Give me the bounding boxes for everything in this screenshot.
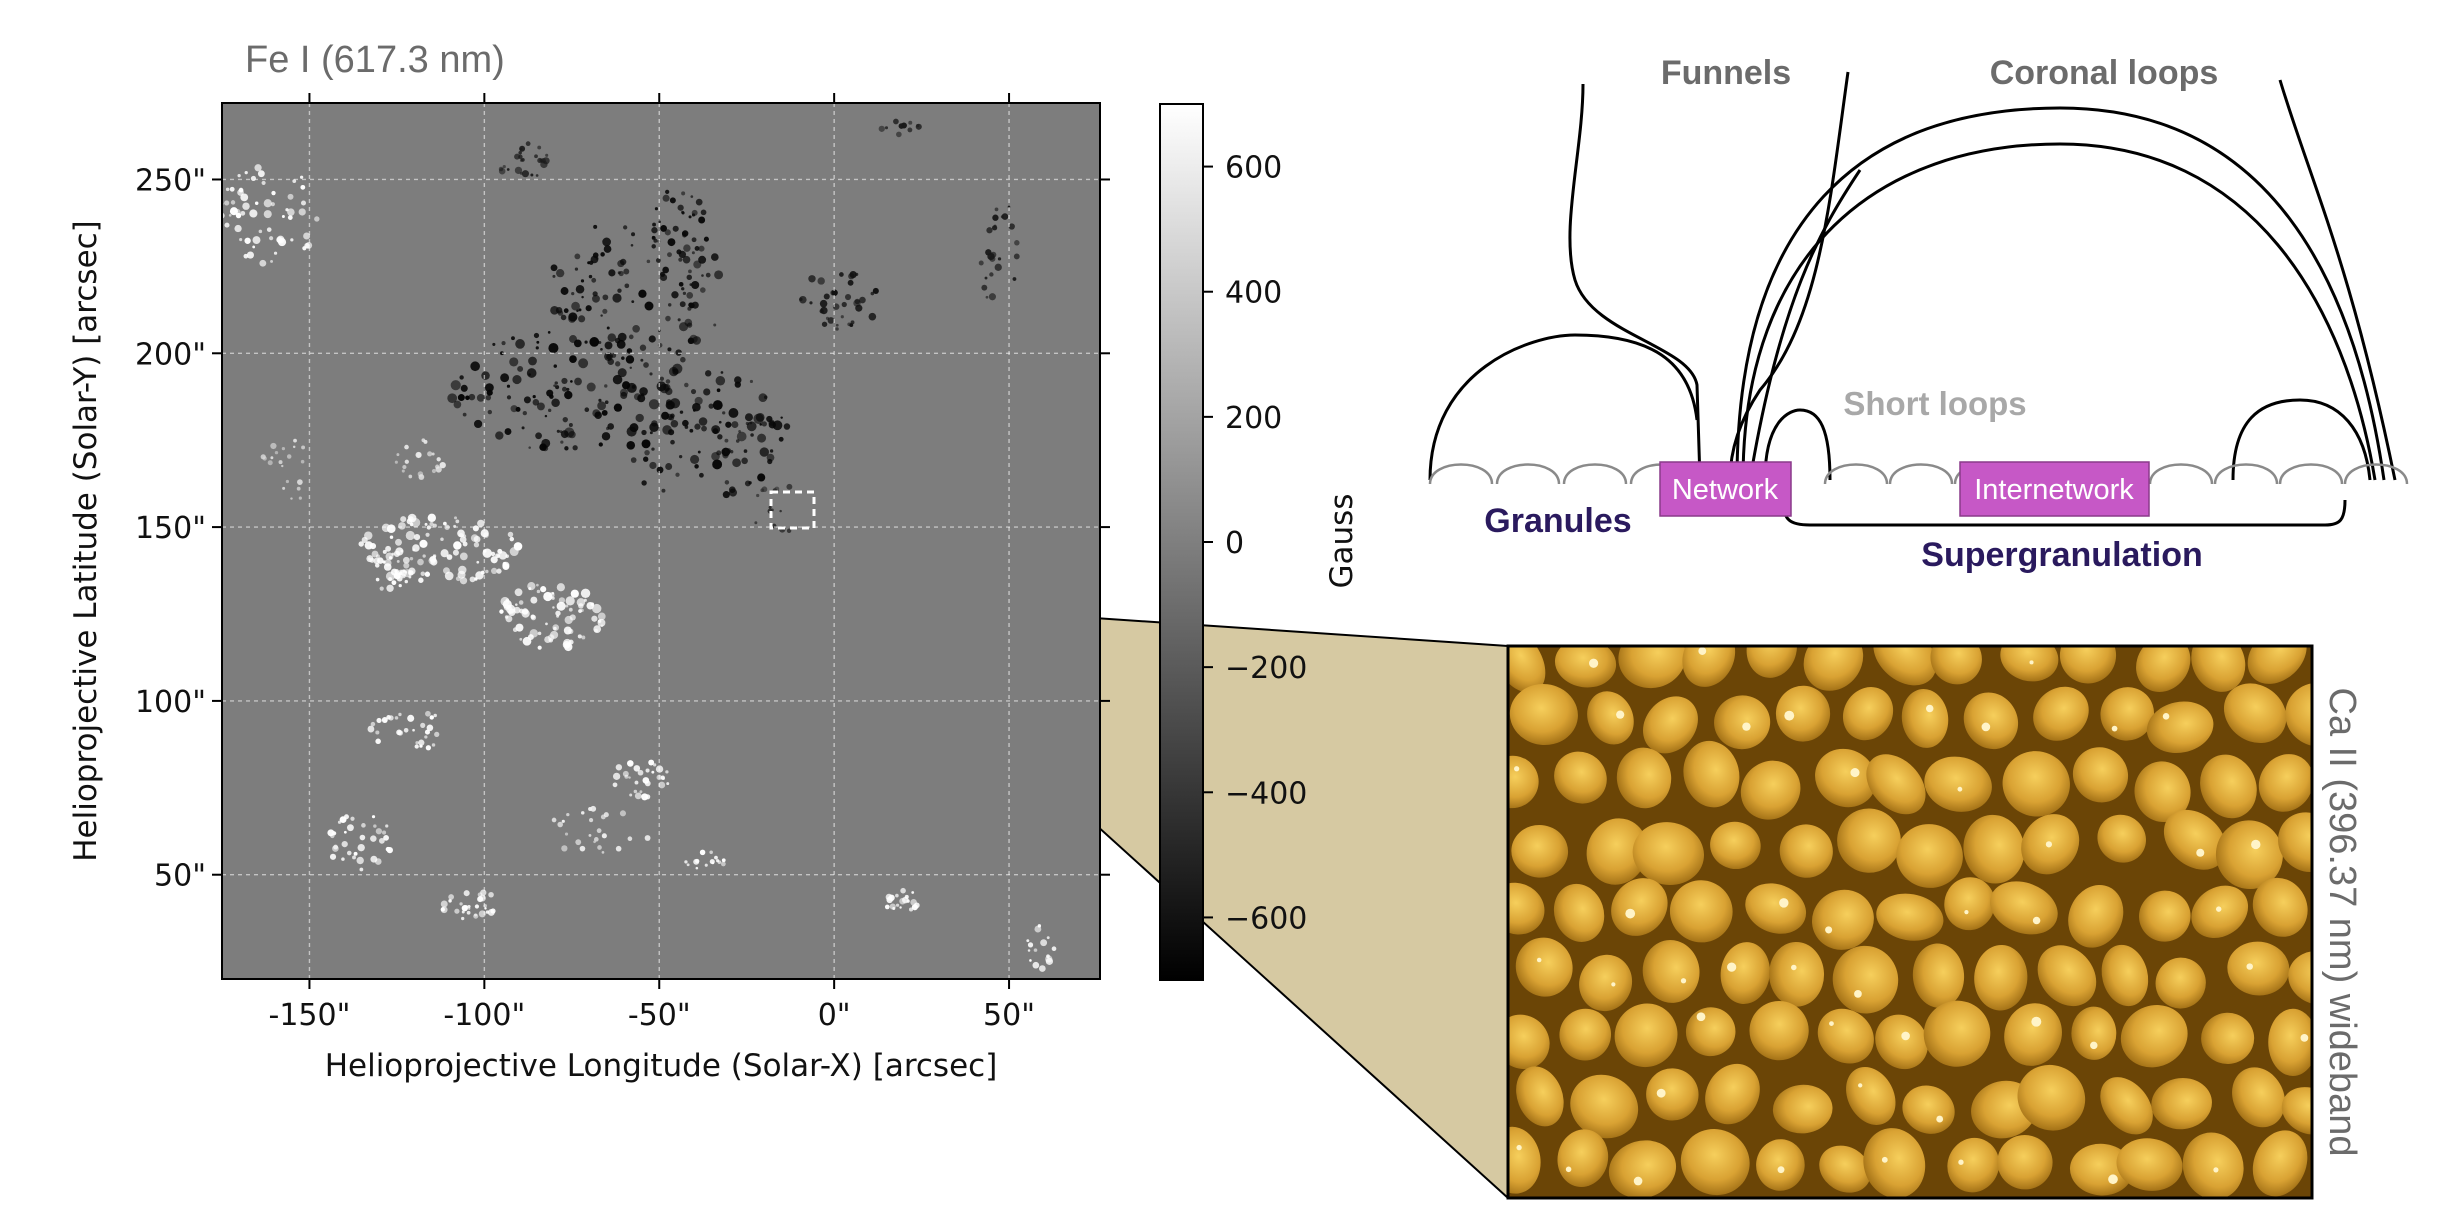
y-tick-label: 250" xyxy=(135,163,206,198)
granule-arc xyxy=(1495,463,1561,485)
colorbar-tick-label: −200 xyxy=(1225,651,1307,686)
short-loop-left xyxy=(1763,408,1832,481)
funnel-line-left xyxy=(1568,83,1702,481)
colorbar-tick-label: 600 xyxy=(1225,151,1282,186)
colorbar-ticks: 600 400 200 0 −200 −400 −600 xyxy=(1203,151,1307,936)
network-box xyxy=(1659,461,1792,517)
x-tick-label: 0" xyxy=(818,998,851,1033)
colorbar-tick-label: 200 xyxy=(1225,401,1282,436)
label-internetwork: Internetwork xyxy=(1974,474,2134,506)
x-tick-label: -50" xyxy=(628,998,691,1033)
magnetic-features xyxy=(222,118,1057,972)
y-ticks: 50" 100" 150" 200" 250" xyxy=(135,163,1110,894)
zoom-region-box xyxy=(769,490,816,530)
y-axis-label: Helioprojective Latitude (Solar-Y) [arcs… xyxy=(68,220,104,862)
granule-arc xyxy=(2278,463,2344,485)
x-tick-label: -150" xyxy=(269,998,351,1033)
granule-arcs xyxy=(1428,463,2409,485)
label-network: Network xyxy=(1672,474,1779,506)
label-coronal-loops: Coronal loops xyxy=(1990,54,2219,92)
colorbar-label: Gauss xyxy=(1324,494,1360,589)
y-tick-label: 150" xyxy=(135,511,206,546)
short-loop-right xyxy=(2231,398,2372,481)
y-tick-label: 200" xyxy=(135,337,206,372)
left-arc-loop xyxy=(1428,333,1699,481)
internetwork-box xyxy=(1959,461,2150,517)
colorbar xyxy=(1159,103,1204,981)
granule-arc xyxy=(2343,463,2409,485)
funnel-line-right xyxy=(1728,71,1850,481)
granule-arc xyxy=(2213,463,2279,485)
colorbar-tick-label: −400 xyxy=(1225,776,1307,811)
x-ticks: -150" -100" -50" 0" 50" xyxy=(269,93,1035,1033)
map-frame xyxy=(221,102,1101,980)
x-axis-label: Helioprojective Longitude (Solar-X) [arc… xyxy=(325,1048,998,1084)
colorbar-tick-label: 400 xyxy=(1225,276,1282,311)
label-short-loops: Short loops xyxy=(1843,385,2026,422)
y-tick-label: 50" xyxy=(154,859,206,894)
label-supergranulation: Supergranulation xyxy=(1921,536,2202,574)
coronal-loop-middle xyxy=(1735,106,2386,481)
granule-arc xyxy=(1562,463,1628,485)
x-tick-label: -100" xyxy=(443,998,525,1033)
granule-arc xyxy=(1888,463,1954,485)
granule-arc xyxy=(1428,463,1494,485)
y-tick-label: 100" xyxy=(135,685,206,720)
label-granules: Granules xyxy=(1484,502,1631,540)
schematic xyxy=(1428,71,2397,527)
inset-image xyxy=(1508,646,2312,1198)
granule-arc xyxy=(1823,463,1889,485)
map-title: Fe I (617.3 nm) xyxy=(245,39,505,81)
granule-arc xyxy=(2148,463,2214,485)
inset-label: Ca II (396.37 nm) wideband xyxy=(2321,688,2363,1157)
coronal-loop-inner xyxy=(1741,142,2377,481)
label-funnels: Funnels xyxy=(1661,54,1791,92)
x-tick-label: 50" xyxy=(983,998,1035,1033)
coronal-loop-outer xyxy=(1748,79,2397,481)
magnetogram-image xyxy=(222,103,1100,979)
colorbar-tick-label: 0 xyxy=(1225,526,1244,561)
inset-frame xyxy=(1506,644,2314,1200)
map-grid xyxy=(222,103,1100,979)
colorbar-tick-label: −600 xyxy=(1225,901,1307,936)
